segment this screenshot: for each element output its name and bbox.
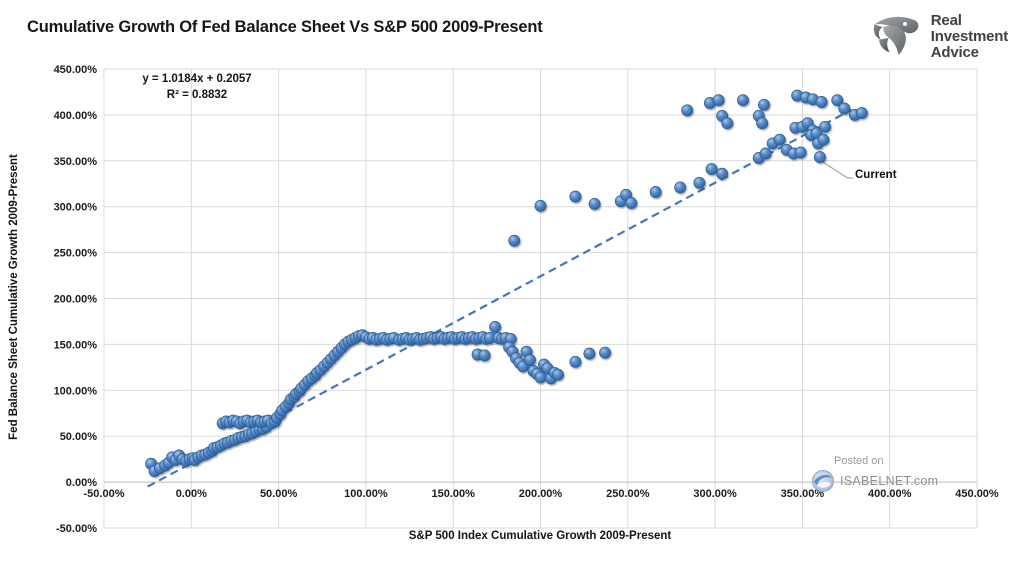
y-axis-title: Fed Balance Sheet Cumulative Growth 2009… [8,154,20,440]
svg-text:400.00%: 400.00% [54,110,98,122]
svg-text:150.00%: 150.00% [54,339,98,351]
equation-line: y = 1.0184x + 0.2057 [142,73,252,85]
svg-text:250.00%: 250.00% [54,248,98,260]
ria-logo-text: Real Investment Advice [931,10,1008,61]
svg-text:400.00%: 400.00% [868,488,912,500]
watermark: Posted on ISABELNET.com [810,455,950,493]
ria-logo-line1: Real [930,12,962,29]
ria-logo-line2: Investment [930,28,1008,45]
svg-text:450.00%: 450.00% [54,64,98,76]
trendline-equation: y = 1.0184x + 0.2057 R² = 0.8832 [104,71,290,103]
svg-text:0.00%: 0.00% [176,488,207,500]
svg-text:50.00%: 50.00% [260,488,298,500]
svg-text:-50.00%: -50.00% [56,523,97,535]
svg-text:350.00%: 350.00% [781,488,825,500]
current-annotation-label: Current [855,169,897,181]
watermark-posted-on: Posted on [834,455,884,467]
svg-text:0.00%: 0.00% [66,477,97,489]
x-axis-title: S&P 500 Index Cumulative Growth 2009-Pre… [408,530,672,542]
page-title: Cumulative Growth Of Fed Balance Sheet V… [27,18,543,36]
svg-text:100.00%: 100.00% [344,488,388,500]
svg-text:450.00%: 450.00% [955,488,999,500]
ria-logo-line3: Advice [930,44,979,61]
svg-text:200.00%: 200.00% [519,488,563,500]
ria-eagle-icon [873,16,919,55]
isabelnet-globe-icon [812,470,834,492]
watermark-site: ISABELNET.com [840,474,939,488]
r-squared-line: R² = 0.8832 [166,89,228,101]
ria-logo: Real Investment Advice [869,10,1008,64]
svg-text:300.00%: 300.00% [54,202,98,214]
svg-text:50.00%: 50.00% [60,431,98,443]
svg-text:350.00%: 350.00% [54,156,98,168]
svg-text:200.00%: 200.00% [54,294,98,306]
svg-text:100.00%: 100.00% [54,385,98,397]
svg-text:-50.00%: -50.00% [84,488,125,500]
svg-text:250.00%: 250.00% [606,488,650,500]
svg-text:150.00%: 150.00% [431,488,475,500]
svg-text:300.00%: 300.00% [693,488,737,500]
